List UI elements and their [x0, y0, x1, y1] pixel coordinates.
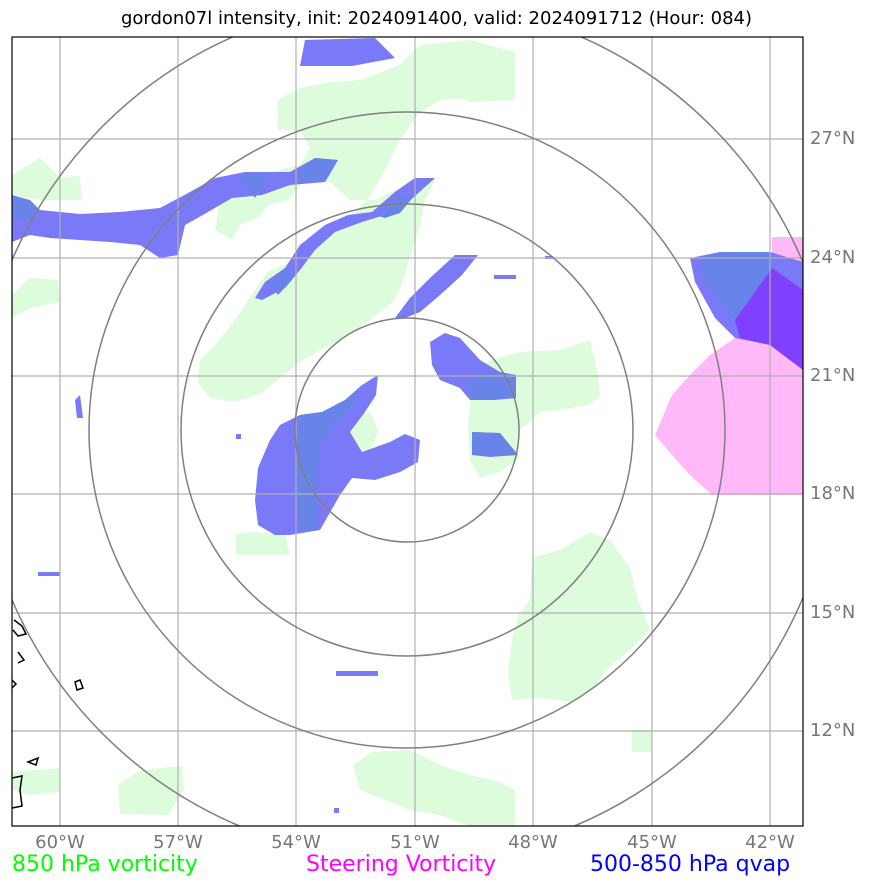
lat-label-24n: 24°N [810, 247, 856, 268]
steering-qvap-overlap [735, 268, 803, 370]
lon-label-54w: 54°W [271, 832, 321, 853]
lon-label-57w: 57°W [153, 832, 203, 853]
lon-label-48w: 48°W [508, 832, 558, 853]
map-title: gordon07l intensity, init: 2024091400, v… [120, 8, 753, 29]
legend-qvap: 500-850 hPa qvap [590, 852, 791, 877]
lat-label-12n: 12°N [810, 720, 856, 741]
lon-label-42w: 42°W [745, 832, 795, 853]
lat-label-21n: 21°N [810, 365, 856, 386]
lon-label-45w: 45°W [627, 832, 677, 853]
map-frame [11, 36, 804, 827]
legend-steering-vorticity: Steering Vorticity [306, 852, 497, 877]
range-rings [12, 37, 803, 826]
lat-label-15n: 15°N [810, 602, 856, 623]
coastline [12, 619, 84, 809]
lon-label-60w: 60°W [35, 832, 85, 853]
legend-850-vorticity: 850 hPa vorticity [12, 852, 198, 877]
lon-label-51w: 51°W [390, 832, 440, 853]
lat-label-27n: 27°N [810, 128, 856, 149]
overlap-regions [12, 158, 772, 532]
lat-label-18n: 18°N [810, 483, 856, 504]
graticule [12, 37, 803, 826]
